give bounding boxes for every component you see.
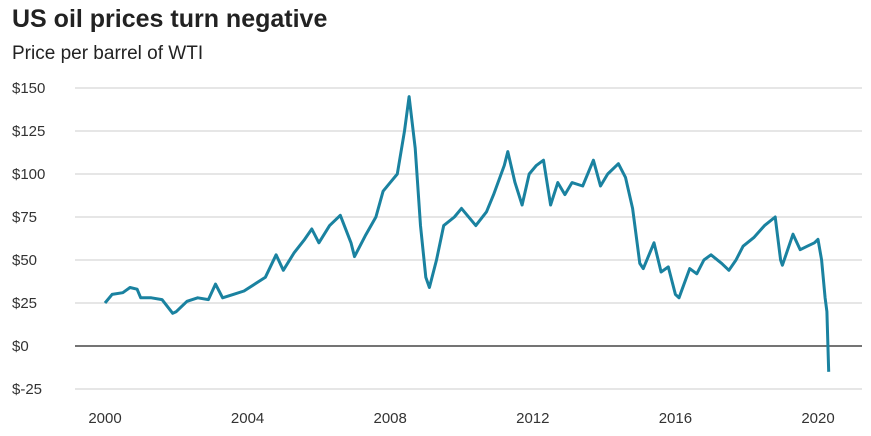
x-tick-label: 2008	[374, 410, 407, 427]
wti-price-line	[103, 95, 831, 372]
y-tick-label: $-25	[12, 381, 42, 398]
x-tick-label: 2016	[659, 410, 692, 427]
y-tick-label: $0	[12, 338, 29, 355]
y-tick-label: $125	[12, 123, 45, 140]
x-tick-label: 2000	[88, 410, 121, 427]
chart-title: US oil prices turn negative	[12, 5, 328, 33]
x-tick-label: 2012	[516, 410, 549, 427]
x-tick-label: 2020	[801, 410, 834, 427]
chart-subtitle: Price per barrel of WTI	[12, 43, 204, 64]
y-tick-label: $50	[12, 252, 37, 269]
y-tick-label: $75	[12, 209, 37, 226]
y-tick-label: $100	[12, 166, 45, 183]
x-tick-label: 2004	[231, 410, 264, 427]
y-tick-label: $150	[12, 80, 45, 97]
y-tick-label: $25	[12, 295, 37, 312]
